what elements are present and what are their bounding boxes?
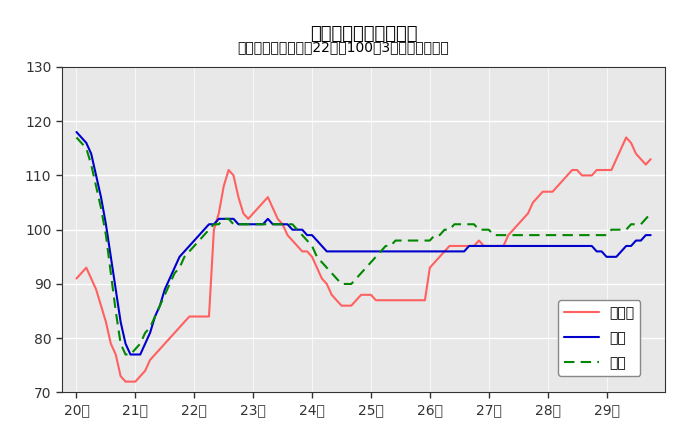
全国 [475,227,483,232]
全国 [121,352,130,357]
鳥取県 [274,216,282,222]
Text: （季節調整済、平成22年＝100、3ヶ月移動平均）: （季節調整済、平成22年＝100、3ヶ月移動平均） [237,40,449,54]
鳥取県 [195,314,203,319]
鳥取県 [141,368,150,373]
中国 [195,232,203,238]
Line: 鳥取県: 鳥取県 [76,137,651,382]
鳥取県 [475,238,483,243]
中国 [141,341,150,347]
全国 [529,232,537,238]
鳥取県 [121,379,130,384]
Title: 鉱工業生産指数の推移: 鉱工業生産指数の推移 [310,25,417,43]
鳥取県 [519,216,528,222]
中国 [126,352,134,357]
鳥取県 [647,157,655,162]
鳥取県 [529,200,537,205]
鳥取県 [72,276,80,281]
鳥取県 [622,135,630,140]
Line: 全国: 全国 [76,137,651,355]
中国 [529,244,537,249]
全国 [647,211,655,216]
Line: 中国: 中国 [76,132,651,355]
中国 [475,244,483,249]
中国 [519,244,528,249]
中国 [274,222,282,227]
Legend: 鳥取県, 中国, 全国: 鳥取県, 中国, 全国 [558,301,640,376]
全国 [274,222,282,227]
中国 [647,232,655,238]
中国 [72,129,80,135]
全国 [195,238,203,243]
全国 [519,232,528,238]
全国 [72,135,80,140]
全国 [141,330,150,335]
